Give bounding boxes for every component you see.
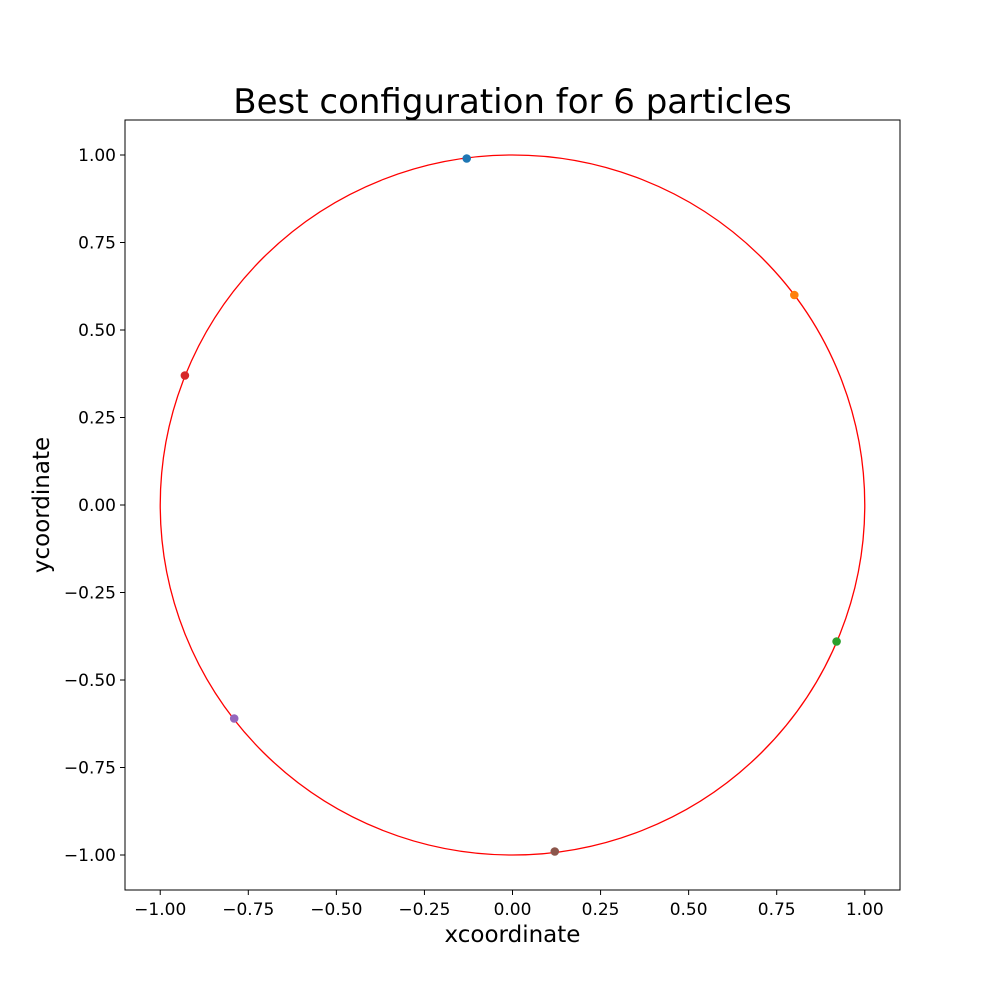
y-axis-label: ycoordinate	[29, 437, 55, 573]
particle-point-4	[180, 371, 190, 380]
x-axis-label: xcoordinate	[445, 922, 581, 948]
x-tick-label: 1.00	[846, 900, 884, 920]
particle-point-3	[832, 637, 841, 646]
y-tick-label: −0.25	[64, 584, 116, 604]
x-tick-label: 0.00	[494, 900, 532, 920]
x-tick-label: 0.25	[582, 900, 620, 920]
particle-point-6	[550, 847, 560, 856]
y-tick-label: −1.00	[64, 846, 116, 866]
unit-circle	[159, 154, 866, 856]
x-tick-label: 0.50	[670, 900, 708, 920]
y-tick-label: 0.25	[78, 409, 116, 429]
plot-frame	[124, 119, 901, 891]
y-tick-label: −0.50	[64, 671, 116, 691]
y-tick-label: 0.00	[78, 496, 116, 516]
x-axis-ticks: −1.00 −0.75 −0.50 −0.25 0.00 0.25 0.50 0.75 1.00	[134, 890, 884, 920]
series-layer	[159, 154, 866, 856]
x-tick-label: −0.50	[310, 900, 362, 920]
y-axis-ticks: −1.00 −0.75 −0.50 −0.25 0.00 0.25 0.50 0.75 1.00	[64, 146, 125, 866]
y-tick-label: −0.75	[64, 759, 116, 779]
y-tick-label: 1.00	[78, 146, 116, 166]
particle-point-1	[462, 154, 472, 163]
particle-point-5	[229, 714, 239, 723]
y-tick-label: 0.50	[78, 321, 116, 341]
x-tick-label: −0.75	[222, 900, 274, 920]
chart-title: Best configuration for 6 particles	[233, 82, 791, 122]
x-tick-label: −0.25	[398, 900, 450, 920]
y-tick-label: 0.75	[78, 234, 116, 254]
plot-area	[124, 119, 901, 891]
particle-point-2	[790, 290, 799, 300]
x-tick-label: 0.75	[758, 900, 796, 920]
x-tick-label: −1.00	[134, 900, 186, 920]
